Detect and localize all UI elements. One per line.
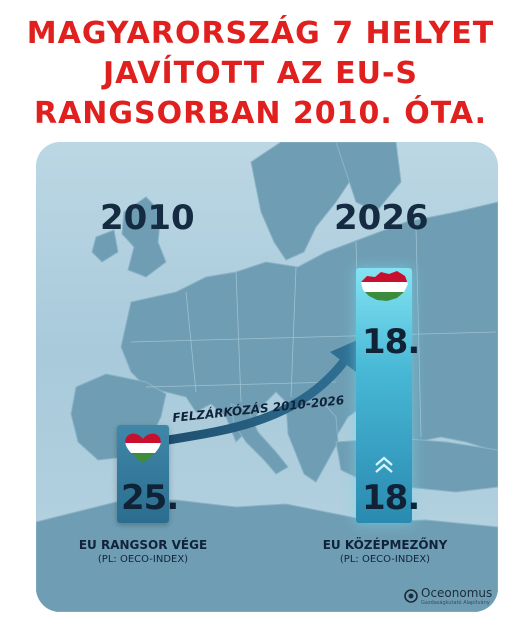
brand-logo: Oceonomus Gazdaságkutató Alapítvány [404, 586, 492, 606]
europe-map-panel [36, 142, 498, 612]
brand-name: Oceonomus [421, 586, 493, 600]
headline: MAGYARORSZÁG 7 HELYET JAVÍTOTT AZ EU-S R… [0, 14, 521, 134]
arrow-path [163, 355, 350, 445]
year-2026-label: 2026 [334, 198, 429, 238]
year-2010-label: 2010 [100, 198, 195, 238]
headline-line-3: RANGSORBAN 2010. ÓTA. [33, 96, 488, 131]
caption-2026-sub: (PL: OECO-INDEX) [339, 554, 431, 565]
rank-2026-value: 18. [362, 322, 420, 362]
rank-bar-2026 [356, 268, 412, 523]
brand-tagline: Gazdaságkutató Alapítvány [421, 600, 490, 606]
double-chevron-up-icon [375, 456, 393, 473]
rank-current-value: 18. [362, 478, 420, 518]
headline-line-1: MAGYARORSZÁG 7 HELYET [26, 16, 495, 51]
hungary-map-flag-icon [361, 271, 408, 301]
headline-line-2: JAVÍTOTT AZ EU-S [102, 56, 419, 91]
arrow-head [330, 338, 362, 372]
caption-2010-sub: (PL: OECO-INDEX) [97, 554, 189, 565]
caption-2010: EU RANGSOR VÉGE (PL: OECO-INDEX) [77, 538, 209, 565]
caption-2026-main: EU KÖZÉPMEZŐNY [322, 538, 448, 552]
europe-map [36, 142, 498, 612]
hungary-heart-icon [125, 433, 161, 464]
rank-2010-value: 25. [121, 478, 179, 518]
caption-2010-main: EU RANGSOR VÉGE [78, 538, 208, 552]
caption-2026: EU KÖZÉPMEZŐNY (PL: OECO-INDEX) [322, 538, 448, 565]
oceonomus-logo-icon [404, 589, 418, 603]
